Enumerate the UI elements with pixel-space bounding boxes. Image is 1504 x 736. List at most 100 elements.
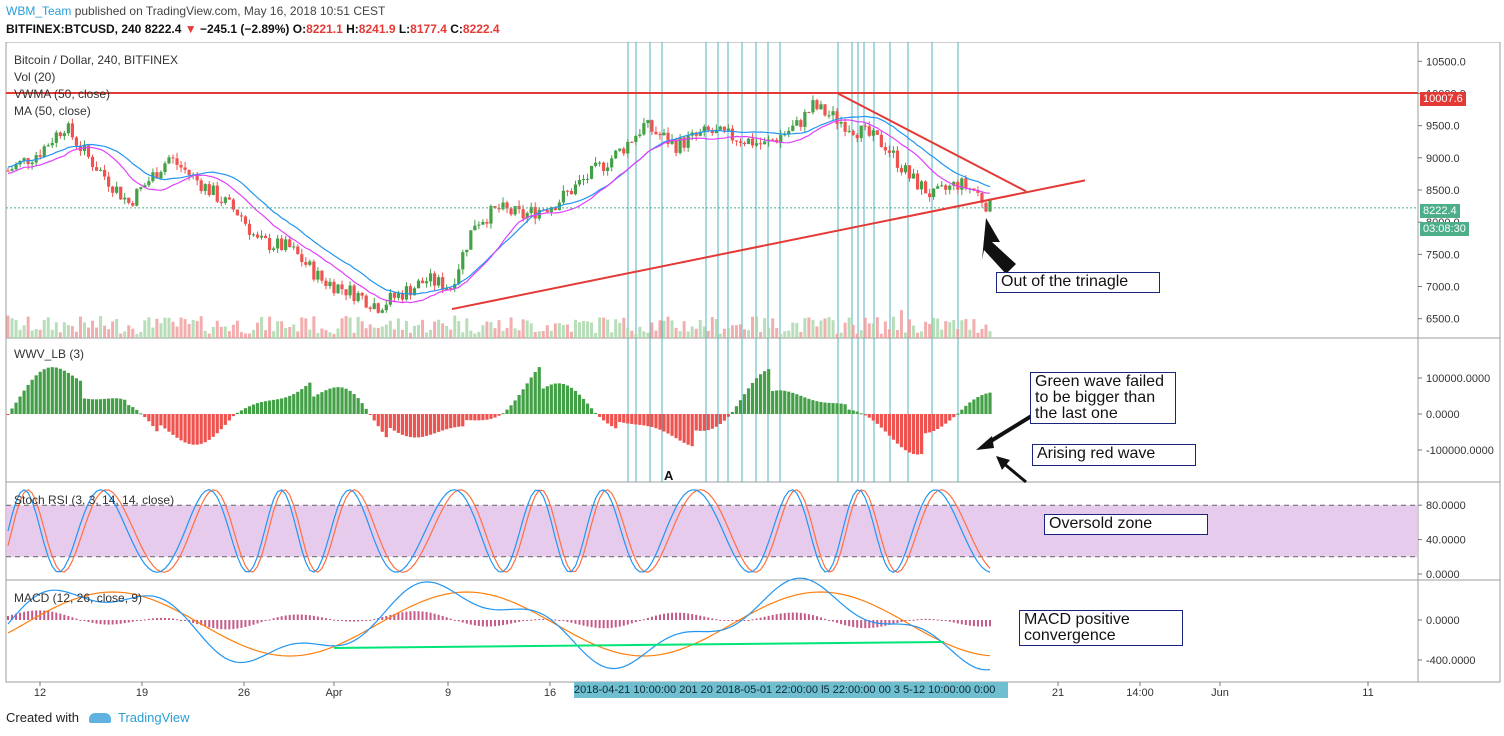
candle-body [70,123,74,138]
candle-body [276,238,280,249]
tradingview-link[interactable]: TradingView [118,710,190,725]
macd-histogram-bar [828,620,831,621]
wwv-bar [505,409,509,414]
volume-bar [537,331,541,338]
volume-bar [38,329,42,338]
candle-body [66,123,70,134]
volume-bar [714,319,718,338]
macd-histogram-bar [634,620,637,623]
macd-histogram-bar [743,620,746,621]
candle-body [867,126,871,136]
macd-histogram-bar [832,620,835,622]
wwv-bar [26,384,30,414]
candle-body [14,164,18,170]
volume-bar [706,330,710,338]
macd-histogram-bar [59,613,62,620]
wwv-bar [783,390,787,414]
wwv-bar [123,399,127,414]
macd-histogram-bar [956,620,959,624]
candle-body [799,120,803,127]
volume-bar [823,318,827,338]
volume-bar [634,333,638,338]
macd-histogram-bar [87,620,90,623]
wwv-bar [231,414,235,417]
wwv-bar [775,390,779,414]
volume-bar [425,332,429,338]
wwv-bar [569,387,574,414]
macd-histogram-bar [622,620,625,626]
volume-bar [477,331,481,338]
volume-bar [280,321,284,338]
volume-bar [698,319,702,338]
volume-bar [795,323,799,338]
volume-bar [408,332,412,338]
macd-histogram-bar [23,611,26,620]
volume-bar [594,332,598,338]
volume-bar [851,324,855,338]
volume-bar [457,320,461,338]
macd-histogram-bar [779,613,782,620]
candle-body [219,201,223,203]
macd-histogram-bar [119,620,122,624]
candle-body [163,163,167,173]
price-tick-label: 6500.0 [1426,314,1460,326]
wwv-bar [948,414,952,421]
price-change: −245.1 (−2.89%) [199,22,290,36]
volume-bar [50,329,54,338]
volume-bar [352,332,356,338]
chart-canvas[interactable]: 10500.010000.09500.09000.08500.08000.075… [0,42,1504,706]
volume-bar [489,322,493,338]
macd-histogram-bar [465,620,468,624]
volume-bar [666,316,670,338]
macd-histogram-bar [425,611,428,620]
author-link[interactable]: WBM_Team [6,4,72,18]
candle-body [123,197,127,200]
volume-bar [718,333,722,338]
candle-body [843,122,847,132]
volume-bar [284,327,288,338]
volume-bar [135,333,139,338]
macd-histogram-bar [582,620,585,626]
candle-body [259,235,264,238]
macd-pane-legend: MACD (12, 26, close, 9) [14,591,143,605]
volume-bar [936,318,940,338]
candle-body [356,292,360,301]
macd-histogram-bar [952,620,955,623]
candle-body [304,262,308,265]
macd-histogram-bar [920,618,923,620]
macd-histogram-bar [904,620,907,622]
wwv-bar [799,395,803,414]
wwv-bar [847,409,851,414]
green-wave-note: Green wave failed to be bigger than the … [1030,372,1176,424]
wwv-bar [364,408,368,414]
volume-bar [642,331,646,338]
volume-bar [932,317,936,338]
wwv-bar [90,399,95,414]
volume-bar [243,333,247,338]
candle-body [984,202,988,212]
candle-body [380,310,384,313]
wwv-bar [541,388,545,414]
volume-bar [312,316,316,338]
macd-histogram-bar [91,620,94,623]
candle-body [980,192,984,203]
wwv-tick-label: -100000.0000 [1426,445,1494,457]
volume-bar [561,324,565,338]
macd-histogram-bar [308,615,311,620]
wwv-bar [654,414,658,429]
candle-body [883,147,887,151]
wwv-bar [984,393,988,414]
volume-bar [10,318,14,338]
macd-histogram-bar [900,620,903,623]
candle-body [384,304,388,311]
candle-body [223,197,227,203]
candle-body [610,158,614,168]
macd-histogram-bar [103,620,106,625]
wwv-bar [529,377,533,414]
candle-body [775,139,779,143]
wwv-bar [392,414,396,431]
macd-histogram-bar [594,620,597,628]
volume-bar [191,319,195,338]
volume-bar [195,321,199,338]
macd-histogram-bar [691,614,694,620]
